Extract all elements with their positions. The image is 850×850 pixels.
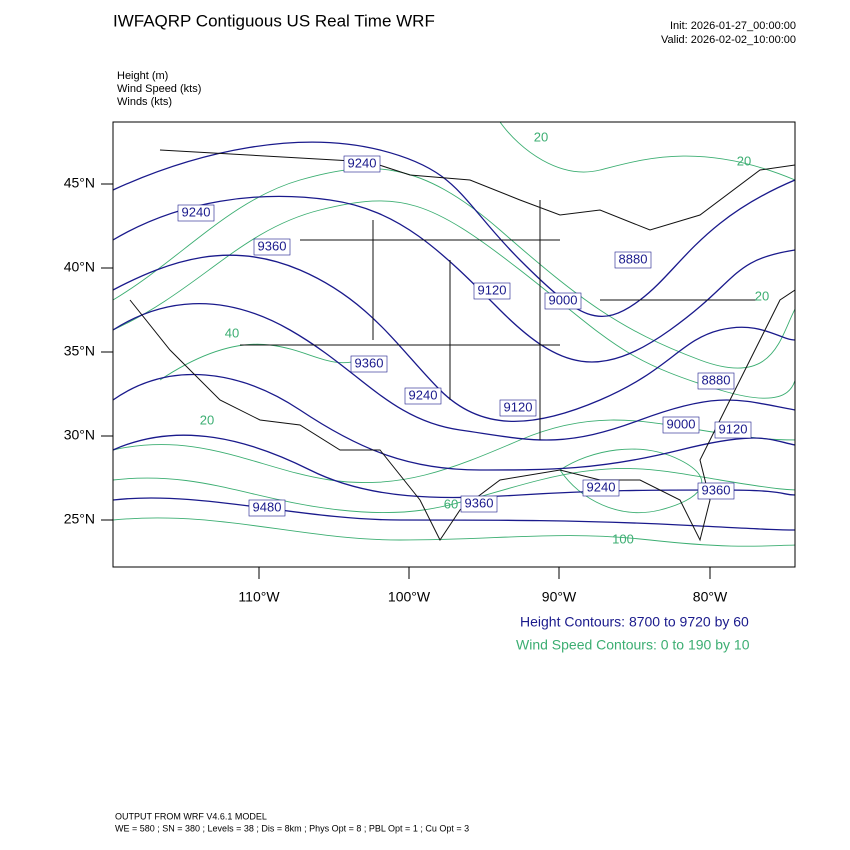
height-label-box xyxy=(350,355,388,373)
height-label-box xyxy=(404,387,442,405)
valid-time: Valid: 2026-02-02_10:00:00 xyxy=(661,34,796,46)
borders xyxy=(129,149,795,542)
lat-label: 40°N xyxy=(64,259,95,275)
lat-label: 35°N xyxy=(64,343,95,359)
height-label-box xyxy=(253,238,291,256)
height-label: 9120 xyxy=(504,399,533,414)
speed-label: 20 xyxy=(200,412,214,427)
height-label-box xyxy=(177,204,215,222)
speed-label: 20 xyxy=(755,288,769,303)
init-time: Init: 2026-01-27_00:00:00 xyxy=(670,20,796,32)
height-label: 9360 xyxy=(258,238,287,253)
height-label: 9240 xyxy=(182,204,211,219)
height-label: 9000 xyxy=(667,416,696,431)
lon-label: 90°W xyxy=(542,589,577,605)
map-frame xyxy=(112,121,796,568)
footer-line: WE = 580 ; SN = 380 ; Levels = 38 ; Dis … xyxy=(115,823,469,833)
height-label-box xyxy=(697,482,735,500)
height-label: 9360 xyxy=(465,495,494,510)
height-label: 9000 xyxy=(549,292,578,307)
field-label: Height (m) xyxy=(117,70,168,82)
height-label: 8880 xyxy=(702,372,731,387)
height-label: 9360 xyxy=(355,355,384,370)
footer-line: OUTPUT FROM WRF V4.6.1 MODEL xyxy=(115,811,267,821)
lon-label: 110°W xyxy=(238,589,280,605)
height-label-box xyxy=(473,282,511,300)
height-label-box xyxy=(714,421,752,439)
height-label-box xyxy=(499,399,537,417)
field-label: Wind Speed (kts) xyxy=(117,83,201,95)
height-label: 9240 xyxy=(348,155,377,170)
map: 45°N 40°N 35°N 30°N 25°N 110°W 100°W 90°W 80°W 92… xyxy=(64,121,796,605)
speed-label: 20 xyxy=(737,153,751,168)
height-label: 9240 xyxy=(587,479,616,494)
speed-label: 20 xyxy=(534,129,548,144)
field-label: Winds (kts) xyxy=(117,96,172,108)
height-label: 9120 xyxy=(719,421,748,436)
height-legend: Height Contours: 8700 to 9720 by 60 xyxy=(520,614,749,630)
lat-label: 30°N xyxy=(64,427,95,443)
height-label-box xyxy=(697,372,735,390)
speed-contours xyxy=(113,122,795,547)
height-label: 8880 xyxy=(619,251,648,266)
speed-label: 100 xyxy=(612,531,634,546)
speed-label: 40 xyxy=(225,325,239,340)
height-label: 9240 xyxy=(409,387,438,402)
speed-label: 60 xyxy=(444,496,458,511)
lon-label: 100°W xyxy=(388,589,431,605)
height-label-box xyxy=(343,155,381,173)
height-label-box xyxy=(460,495,498,513)
height-label: 9360 xyxy=(702,482,731,497)
lon-label: 80°W xyxy=(693,589,728,605)
lat-label: 45°N xyxy=(64,175,95,191)
height-label: 9480 xyxy=(253,499,282,514)
height-label-box xyxy=(582,479,620,497)
lat-label: 25°N xyxy=(64,511,95,527)
height-label: 9120 xyxy=(478,282,507,297)
height-label-box xyxy=(614,251,652,269)
height-label-box xyxy=(662,416,700,434)
title: IWFAQRP Contiguous US Real Time WRF xyxy=(113,11,435,30)
speed-legend: Wind Speed Contours: 0 to 190 by 10 xyxy=(516,637,750,653)
height-label-box xyxy=(248,499,286,517)
height-label-box xyxy=(544,292,582,310)
